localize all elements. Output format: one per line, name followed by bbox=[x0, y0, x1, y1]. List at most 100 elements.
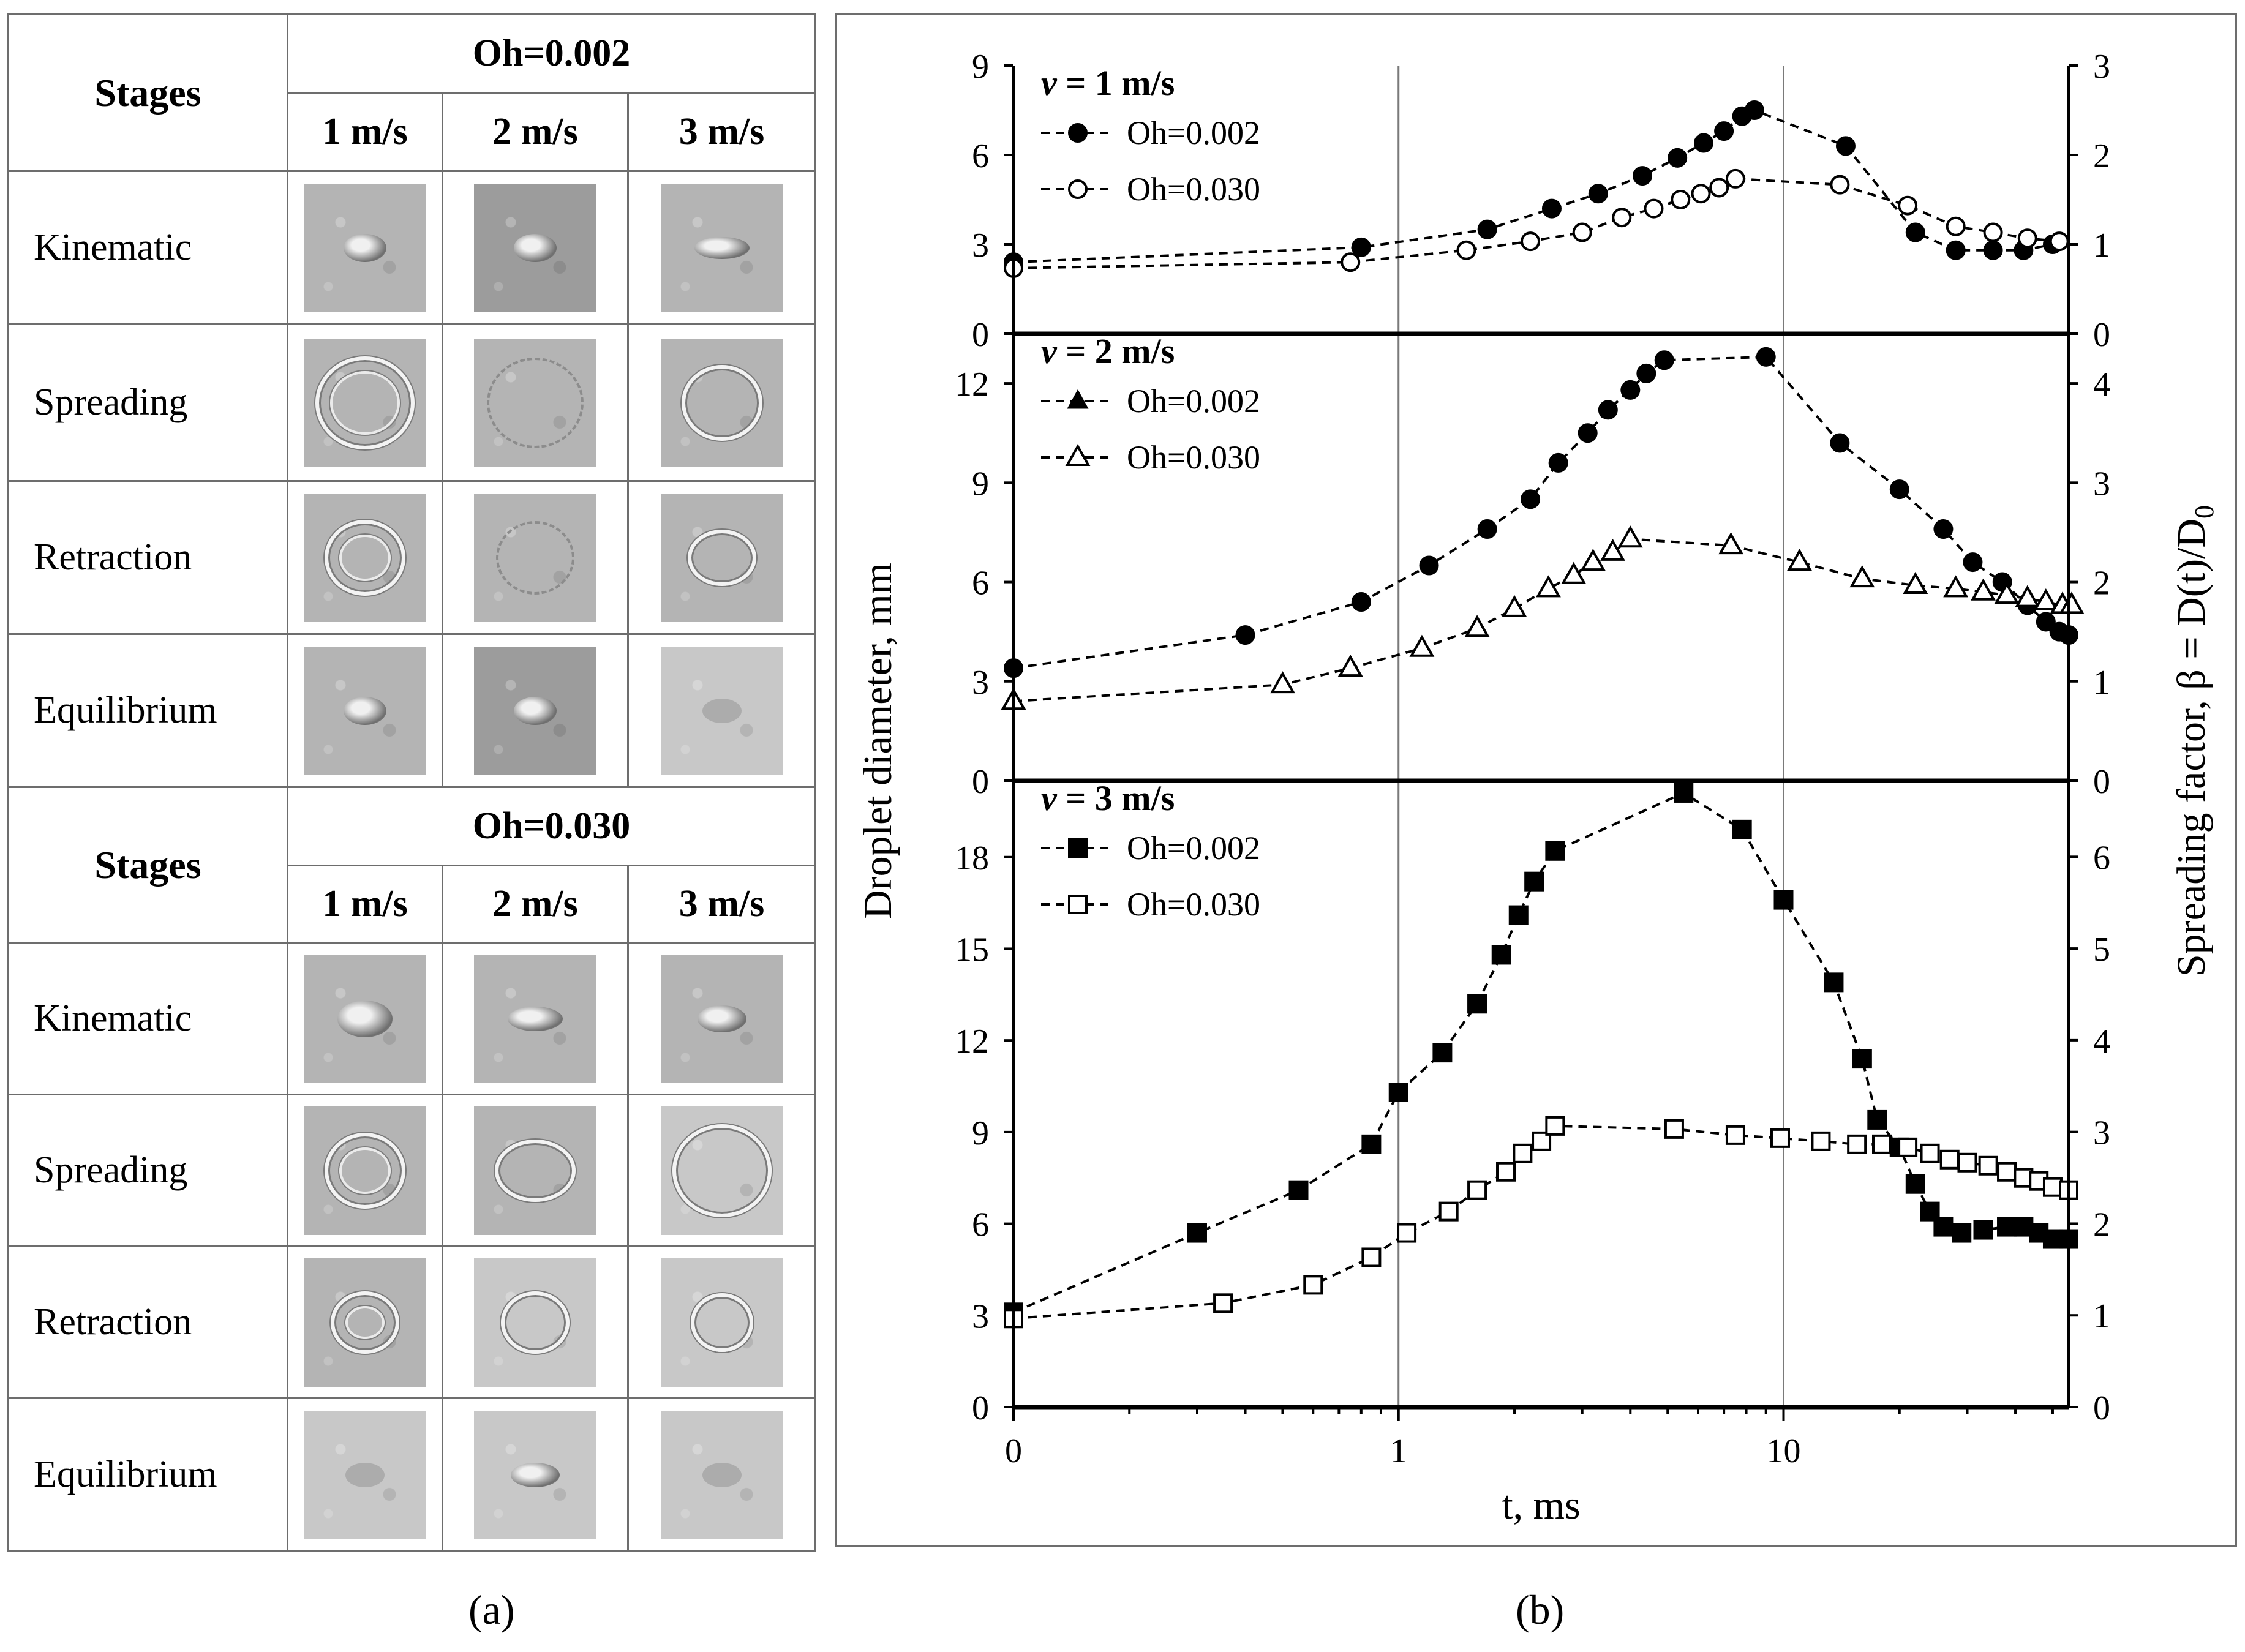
data-point bbox=[1946, 240, 1966, 260]
stages-header: Stages bbox=[7, 13, 288, 172]
data-point bbox=[1920, 1143, 1940, 1163]
legend-marker bbox=[1068, 895, 1088, 914]
data-point bbox=[1588, 184, 1608, 204]
droplet-photo bbox=[304, 338, 426, 467]
droplet-photo bbox=[304, 493, 426, 622]
data-point bbox=[1903, 571, 1928, 594]
x-tick-label: 1 bbox=[1390, 1432, 1407, 1470]
droplet-shape bbox=[344, 233, 386, 262]
data-point bbox=[1541, 198, 1562, 219]
data-point bbox=[1388, 1083, 1408, 1103]
data-point bbox=[1513, 1143, 1533, 1163]
droplet-photo-cell bbox=[287, 1245, 443, 1399]
data-point bbox=[2033, 588, 2059, 610]
series-line bbox=[1013, 355, 2069, 670]
data-point bbox=[1872, 1134, 1892, 1154]
data-point bbox=[1620, 380, 1641, 400]
data-point bbox=[1957, 1152, 1977, 1173]
data-point bbox=[2015, 585, 2040, 607]
y2-tick-label: 0 bbox=[2093, 316, 2110, 354]
y-tick-label: 18 bbox=[955, 839, 989, 877]
data-point bbox=[1983, 222, 2003, 242]
legend-marker bbox=[1068, 179, 1088, 199]
droplet-photo bbox=[304, 1106, 426, 1235]
droplet-photo bbox=[474, 493, 596, 622]
droplet-shape bbox=[514, 233, 557, 262]
y2-tick-label: 3 bbox=[2093, 1114, 2110, 1152]
data-point bbox=[1732, 819, 1752, 839]
data-point bbox=[2042, 1177, 2063, 1197]
y2-tick-label: 3 bbox=[2093, 48, 2110, 86]
data-point bbox=[1709, 178, 1729, 198]
velocity-header: 3 m/s bbox=[626, 865, 817, 944]
data-point bbox=[1756, 347, 1776, 367]
data-point bbox=[1905, 1174, 1925, 1194]
data-point bbox=[1337, 655, 1363, 677]
data-point bbox=[1521, 489, 1541, 509]
data-point bbox=[1830, 175, 1850, 195]
data-point bbox=[1187, 1223, 1207, 1243]
data-point bbox=[1235, 625, 1255, 645]
data-point bbox=[1438, 1201, 1459, 1222]
droplet-shape bbox=[702, 1462, 742, 1487]
y-tick-label: 9 bbox=[972, 465, 989, 503]
chart-frame bbox=[835, 13, 2237, 1547]
data-point bbox=[1633, 166, 1653, 186]
stage-label: Retraction bbox=[7, 480, 288, 635]
droplet-photo bbox=[660, 1258, 783, 1387]
droplet-photo bbox=[474, 646, 596, 775]
y-tick-label: 0 bbox=[972, 1389, 989, 1427]
stage-label: Kinematic bbox=[7, 170, 288, 325]
droplet-photo-cell bbox=[442, 1397, 629, 1552]
y2-tick-label: 3 bbox=[2093, 465, 2110, 503]
series-line bbox=[1013, 108, 2053, 264]
data-point bbox=[1477, 519, 1497, 539]
legend-marker bbox=[1067, 389, 1089, 409]
velocity-header: 3 m/s bbox=[626, 92, 817, 172]
y2-tick-label: 4 bbox=[2093, 366, 2110, 404]
data-point bbox=[1849, 565, 1875, 588]
droplet-shape bbox=[325, 519, 405, 596]
data-point bbox=[1973, 1220, 1993, 1240]
data-point bbox=[1674, 783, 1694, 803]
data-point bbox=[1933, 519, 1954, 539]
caption-a: (a) bbox=[468, 1586, 515, 1633]
data-point bbox=[1983, 240, 2003, 260]
legend-marker bbox=[1065, 443, 1091, 466]
droplet-photo-cell bbox=[626, 1397, 817, 1552]
data-point bbox=[1502, 595, 1527, 617]
data-point bbox=[1361, 1247, 1382, 1267]
x-tick-label: 0 bbox=[1005, 1432, 1022, 1470]
y-tick-label: 0 bbox=[972, 316, 989, 354]
y-tick-label: 12 bbox=[955, 366, 989, 404]
data-point bbox=[1508, 905, 1529, 925]
droplet-shape bbox=[487, 357, 584, 448]
data-point bbox=[1830, 433, 1850, 453]
y2-tick-label: 2 bbox=[2093, 565, 2110, 603]
series-line bbox=[1013, 538, 2072, 703]
droplet-photo bbox=[304, 1410, 426, 1539]
data-point bbox=[1288, 1180, 1309, 1200]
droplet-shape bbox=[690, 1293, 753, 1352]
droplet-photo-cell bbox=[287, 480, 443, 635]
data-point bbox=[1598, 400, 1618, 420]
data-point bbox=[1636, 363, 1656, 383]
data-point bbox=[1303, 1275, 1323, 1295]
droplet-photo bbox=[304, 646, 426, 775]
panel-title: v = 2 m/s bbox=[1041, 331, 1175, 371]
data-point bbox=[1545, 1116, 1565, 1136]
droplet-photo-cell bbox=[287, 323, 443, 482]
droplet-photo bbox=[474, 1410, 596, 1539]
droplet-photo-cell bbox=[442, 1245, 629, 1399]
legend-label: Oh=0.030 bbox=[1127, 886, 1260, 923]
droplet-photo bbox=[660, 1410, 783, 1539]
droplet-photo bbox=[660, 338, 783, 467]
data-point bbox=[1946, 216, 1966, 236]
legend-marker bbox=[1068, 838, 1088, 858]
droplet-photo bbox=[474, 954, 596, 1083]
data-point bbox=[1714, 121, 1734, 141]
data-point bbox=[1671, 190, 1691, 209]
data-point bbox=[1496, 1162, 1516, 1182]
droplet-photo bbox=[660, 954, 783, 1083]
droplet-shape bbox=[508, 1006, 563, 1031]
